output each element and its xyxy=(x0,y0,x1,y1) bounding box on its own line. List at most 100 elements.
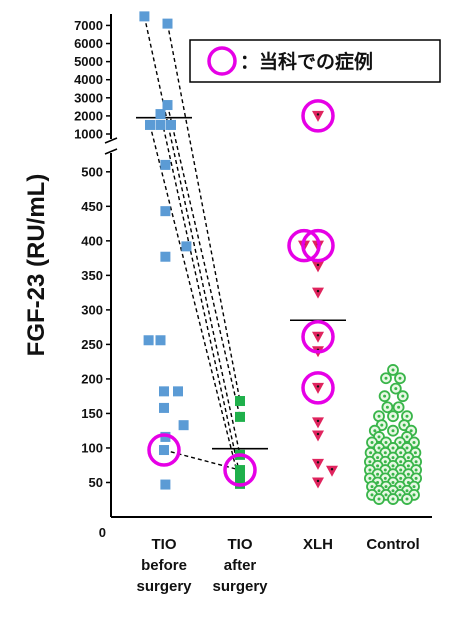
data-point-xlh xyxy=(312,287,324,299)
paired-line xyxy=(149,124,241,485)
data-point-tio_before xyxy=(139,11,150,22)
highlight-circle xyxy=(301,99,335,133)
data-point-dot xyxy=(316,334,320,337)
data-point-dot xyxy=(377,497,381,501)
data-point-dot xyxy=(383,476,387,480)
data-point-dot xyxy=(316,289,320,293)
data-point-tio_before xyxy=(178,420,189,431)
data-point-dot xyxy=(399,476,403,480)
data-point-dot xyxy=(368,460,372,464)
data-point-dot xyxy=(377,435,381,439)
data-point-tio_before xyxy=(145,119,155,130)
highlight-circle xyxy=(147,433,181,467)
data-point-dot xyxy=(398,485,402,489)
data-point-dot xyxy=(406,480,410,484)
y-tick-label: 100 xyxy=(81,440,103,455)
data-point-dot xyxy=(385,405,389,409)
data-point-dot xyxy=(405,497,409,501)
data-point-dot xyxy=(316,113,320,116)
data-point-dot xyxy=(316,419,320,423)
y-tick-label: 350 xyxy=(81,268,103,283)
y-tick-label: 200 xyxy=(81,371,103,386)
data-point-xlh xyxy=(312,261,324,273)
y-zero-label: 0 xyxy=(99,525,106,540)
paired-line xyxy=(143,16,241,456)
data-point-tio_after xyxy=(235,470,245,481)
data-point-dot xyxy=(405,446,409,450)
data-point-dot xyxy=(383,394,387,398)
x-category-label-line: TIO xyxy=(152,536,177,553)
data-point-dot xyxy=(330,468,334,471)
data-point-dot xyxy=(384,376,388,380)
x-category-label-line: TIO xyxy=(228,536,253,553)
data-point-tio_before xyxy=(155,119,166,130)
data-point-dot xyxy=(398,493,402,497)
data-point-dot xyxy=(383,468,387,472)
data-point-dot xyxy=(368,476,372,480)
data-point-dot xyxy=(377,414,381,418)
data-point-tio_before xyxy=(155,335,166,346)
y-tick-label: 3000 xyxy=(74,90,103,105)
y-tick-label: 7000 xyxy=(74,18,103,33)
data-point-xlh xyxy=(312,331,324,343)
y-tick-label: 500 xyxy=(81,164,103,179)
x-category-label-tio_after: TIO after surgery xyxy=(212,536,268,595)
data-point-tio_after xyxy=(235,411,245,422)
data-point-dot xyxy=(376,472,380,476)
data-point-dot xyxy=(398,440,402,444)
data-point-dot xyxy=(316,461,320,464)
paired-line xyxy=(166,104,241,418)
data-point-dot xyxy=(406,472,410,476)
x-category-label-line: XLH xyxy=(303,536,333,553)
data-point-dot xyxy=(412,440,416,444)
data-point-dot xyxy=(370,493,374,497)
data-point-dot xyxy=(391,489,395,493)
y-axis-title: FGF-23 (RU/mL) xyxy=(23,174,50,357)
x-category-label-line: surgery xyxy=(212,578,268,595)
data-point-xlh xyxy=(312,417,324,429)
data-point-dot xyxy=(391,456,395,460)
data-point-dot xyxy=(406,464,410,468)
data-point-tio_before xyxy=(155,109,166,120)
highlight-circle xyxy=(223,453,257,487)
data-point-xlh xyxy=(312,477,324,489)
paired-line xyxy=(166,23,241,402)
data-point-dot xyxy=(391,446,395,450)
axes xyxy=(104,14,432,518)
y-tick-label: 4000 xyxy=(74,72,103,87)
y-ticks: 50 100 150 200 250 300 350 400 450 500 1000 2000 300… xyxy=(74,18,111,540)
data-point-dot xyxy=(391,368,395,372)
data-point-xlh xyxy=(312,382,324,394)
legend-label: ：当科での症例 xyxy=(240,50,373,73)
data-point-dot xyxy=(412,485,416,489)
x-category-label-line: Control xyxy=(366,536,419,553)
data-point-dot xyxy=(398,376,402,380)
data-point-dot xyxy=(316,432,320,436)
data-point-dot xyxy=(376,464,380,468)
data-point-tio_before xyxy=(160,206,171,217)
x-category-label-line: before xyxy=(141,557,187,574)
y-tick-label: 400 xyxy=(81,233,103,248)
data-point-dot xyxy=(391,414,395,418)
x-category-label-control: Control xyxy=(366,536,419,553)
data-point-dot xyxy=(380,423,384,427)
data-point-dot xyxy=(402,423,406,427)
data-point-tio_before xyxy=(160,251,171,262)
data-point-dot xyxy=(316,385,320,388)
data-point-dot xyxy=(391,497,395,501)
highlight-circle xyxy=(301,228,335,263)
data-point-dot xyxy=(399,451,403,455)
data-point-dot xyxy=(414,468,418,472)
axis-break-mark xyxy=(104,148,118,155)
data-point-dot xyxy=(376,480,380,484)
data-point-tio_before xyxy=(159,386,169,397)
paired-line xyxy=(163,449,241,471)
data-point-dot xyxy=(406,456,410,460)
data-point-dot xyxy=(401,394,405,398)
legend-box xyxy=(189,39,441,83)
data-point-dot xyxy=(369,451,373,455)
y-tick-label: 250 xyxy=(81,337,103,352)
data-point-dot xyxy=(383,460,387,464)
axis-break-mark xyxy=(104,137,118,144)
data-point-dot xyxy=(383,451,387,455)
